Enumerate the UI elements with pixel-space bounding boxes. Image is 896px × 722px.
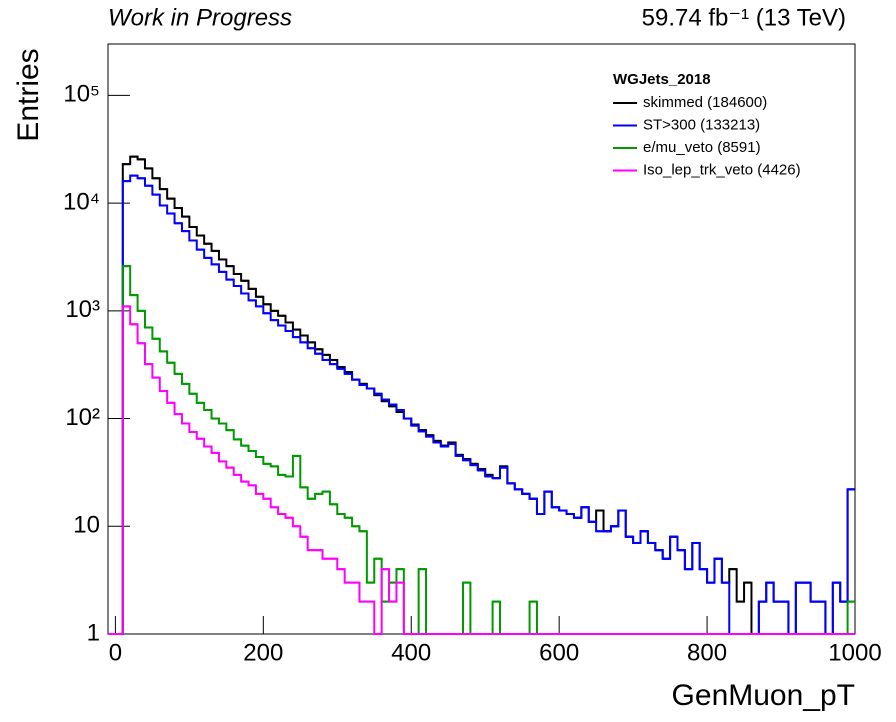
histogram-series [108, 155, 855, 635]
histogram-outline [108, 155, 855, 635]
x-axis-title: GenMuon_pT [672, 679, 855, 712]
legend-label: e/mu_veto (8591) [643, 139, 761, 156]
x-tick-label: 200 [243, 639, 283, 666]
x-tick-label: 800 [687, 639, 727, 666]
lumi-label: 59.74 fb⁻¹ (13 TeV) [642, 4, 846, 31]
y-tick-label: 10 [73, 512, 100, 539]
legend-label: Iso_lep_trk_veto (4426) [643, 161, 801, 178]
y-axis-title: Entries [12, 48, 45, 141]
y-tick-label: 10³ [65, 296, 100, 323]
y-tick-label: 10⁴ [63, 188, 100, 215]
legend-label: ST>300 (133213) [643, 116, 760, 133]
histogram-outline [108, 265, 855, 635]
legend-label: skimmed (184600) [643, 94, 767, 111]
x-tick-label: 600 [539, 639, 579, 666]
y-tick-label: 10⁵ [63, 81, 100, 108]
histogram-series [108, 265, 855, 635]
x-tick-label: 1000 [828, 639, 881, 666]
x-tick-label: 0 [109, 639, 122, 666]
histogram-series [108, 305, 855, 635]
legend-title: WGJets_2018 [613, 71, 711, 88]
histogram-series [108, 174, 855, 635]
chart-title: Work in Progress [108, 4, 292, 31]
y-tick-label: 1 [87, 619, 100, 646]
y-tick-label: 10² [65, 404, 100, 431]
histogram-outline [108, 174, 855, 635]
x-tick-label: 400 [391, 639, 431, 666]
